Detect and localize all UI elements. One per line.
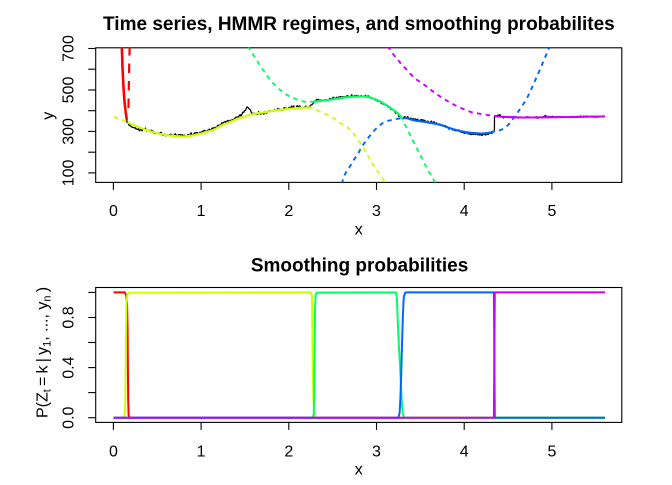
svg-text:Smoothing probabilities: Smoothing probabilities [251,256,468,277]
svg-text:2: 2 [284,203,293,220]
svg-text:4: 4 [460,444,469,461]
svg-text:700: 700 [61,35,78,62]
svg-text:5: 5 [547,444,556,461]
svg-text:2: 2 [284,444,293,461]
svg-text:x: x [355,462,363,479]
svg-text:300: 300 [61,118,78,145]
svg-text:P(Zt = k | y1, ..., yn ): P(Zt = k | y1, ..., yn ) [35,287,54,418]
svg-text:0.8: 0.8 [61,306,78,328]
svg-text:x: x [355,222,363,239]
svg-text:500: 500 [61,77,78,104]
svg-text:y: y [40,112,57,120]
svg-text:0.0: 0.0 [61,406,78,428]
svg-text:Time series, HMMR regimes, and: Time series, HMMR regimes, and smoothing… [103,14,615,35]
svg-text:3: 3 [372,203,381,220]
svg-text:5: 5 [547,203,556,220]
svg-text:3: 3 [372,444,381,461]
svg-text:4: 4 [460,203,469,220]
svg-text:0: 0 [109,203,118,220]
svg-text:100: 100 [61,159,78,186]
svg-text:0.4: 0.4 [61,356,78,378]
svg-text:1: 1 [197,203,206,220]
svg-text:1: 1 [197,444,206,461]
svg-text:0: 0 [109,444,118,461]
